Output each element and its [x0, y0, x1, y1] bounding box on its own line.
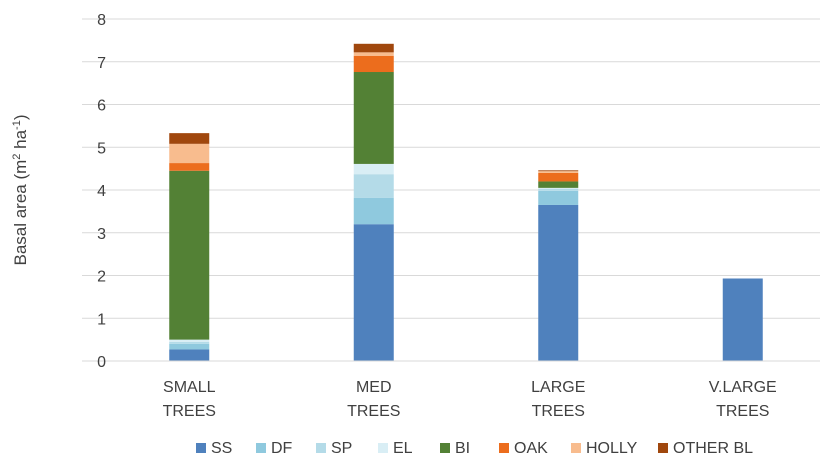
x-category-label: MED TREES [347, 379, 400, 420]
bar-segment-el [169, 339, 210, 342]
bar-segment-bi [538, 181, 579, 188]
legend-label: SS [211, 440, 232, 457]
bar-segment-df [538, 190, 579, 205]
bar-segment-holly [538, 171, 579, 173]
bar-segment-holly [169, 143, 210, 164]
legend-label: HOLLY [586, 440, 638, 457]
bar-segment-bi [169, 170, 210, 340]
bar-segment-holly [353, 52, 394, 56]
legend-swatch [440, 443, 450, 453]
legend-label: OTHER BL [673, 440, 753, 457]
y-tick-label: 1 [97, 311, 106, 328]
legend-label: BI [455, 440, 470, 457]
bar-segment-oak [353, 55, 394, 73]
bar-segment-other-bl [538, 170, 579, 172]
legend-label: SP [331, 440, 352, 457]
legend-label: DF [271, 440, 293, 457]
bar-segment-other-bl [169, 133, 210, 144]
bar-segment-ss [353, 224, 394, 361]
legend-swatch [256, 443, 266, 453]
y-tick-label: 0 [97, 354, 106, 371]
bar-segment-other-bl [353, 43, 394, 53]
y-axis-label: Basal area (m2 ha-1) [11, 114, 30, 265]
x-category-label: LARGE TREES [531, 379, 585, 420]
y-tick-labels: 0 1 2 3 4 5 6 7 8 [97, 12, 106, 371]
bar-segment-ss [538, 204, 579, 361]
x-category-label: SMALL TREES [163, 379, 216, 420]
bar-segment-ss [169, 349, 210, 361]
bar-segment-sp [169, 341, 210, 344]
bar-segment-df [169, 343, 210, 350]
bar-segment-sp [353, 174, 394, 198]
y-tick-label: 2 [97, 269, 106, 286]
bar-segment-el [353, 163, 394, 175]
x-category-label: V.LARGE TREES [709, 379, 777, 420]
x-category-labels: SMALL TREES MED TREES LARGE TREES V.LARGE TREES [163, 379, 777, 420]
y-tick-label: 5 [97, 140, 106, 157]
y-tick-label: 6 [97, 98, 106, 115]
bar-segment-oak [538, 172, 579, 182]
legend-swatch [196, 443, 206, 453]
y-tick-label: 8 [97, 12, 106, 29]
bar-segment-ss [722, 278, 763, 361]
legend-label: OAK [514, 440, 548, 457]
legend-swatch [658, 443, 668, 453]
bars [169, 43, 763, 361]
y-tick-label: 4 [97, 183, 106, 200]
y-tick-label: 7 [97, 55, 106, 72]
bar-segment-el [538, 187, 579, 189]
bar-segment-bi [353, 72, 394, 164]
y-tick-label: 3 [97, 226, 106, 243]
legend-label: EL [393, 440, 413, 457]
bar-segment-df [353, 197, 394, 225]
bar-segment-sp [538, 188, 579, 191]
legend-swatch [316, 443, 326, 453]
legend-swatch [499, 443, 509, 453]
legend-swatch [571, 443, 581, 453]
legend-swatch [378, 443, 388, 453]
legend: SS DF SP EL BI OAK HOLLY OTHER BL [196, 440, 753, 457]
bar-segment-oak [169, 163, 210, 171]
